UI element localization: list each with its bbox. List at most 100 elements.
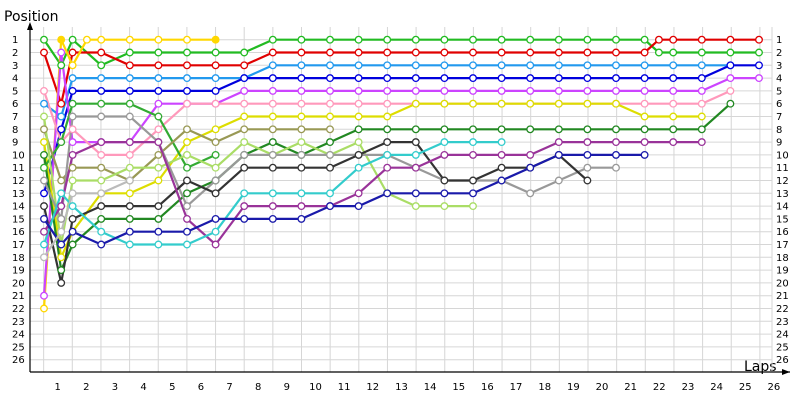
series-point — [183, 35, 191, 44]
series-point — [697, 48, 706, 57]
series-point — [125, 214, 134, 223]
series-point — [469, 74, 477, 83]
series-point — [383, 189, 392, 198]
series-point — [97, 240, 106, 249]
series-point — [68, 202, 77, 211]
series-point — [97, 61, 106, 70]
series-point — [326, 61, 334, 70]
series-point — [640, 35, 649, 44]
series-point — [326, 202, 334, 211]
series-point — [411, 202, 420, 211]
y-tick-label: 6 — [12, 99, 18, 110]
series-point — [57, 214, 66, 223]
series-point — [554, 74, 563, 83]
series-point — [154, 48, 163, 57]
series-point — [125, 189, 134, 198]
series-point — [211, 163, 220, 172]
y-tick-label: 20 — [12, 278, 25, 289]
series-point — [97, 214, 106, 223]
x-tick-label: 14 — [424, 382, 437, 393]
series-point — [383, 74, 392, 83]
series-point — [125, 138, 134, 147]
series-point — [497, 138, 506, 147]
series-point — [669, 61, 678, 70]
series-point — [57, 112, 66, 121]
series-point — [183, 240, 191, 249]
series-point — [40, 86, 48, 95]
series-point — [211, 150, 220, 159]
y-tick-label-right: 7 — [776, 112, 782, 123]
series-point — [57, 176, 66, 185]
series-point — [469, 99, 477, 108]
series-point — [354, 99, 363, 108]
y-tick-label-right: 17 — [776, 240, 789, 251]
series-point — [526, 189, 535, 198]
series-point — [68, 138, 77, 147]
series-point — [240, 99, 249, 108]
series-point — [554, 150, 563, 159]
series-point — [183, 86, 191, 95]
series-point — [469, 125, 477, 134]
x-tick-label: 17 — [510, 382, 523, 393]
series-point — [440, 150, 449, 159]
series-point — [154, 74, 163, 83]
series-point — [354, 189, 363, 198]
y-tick-label: 12 — [12, 176, 25, 187]
series-point — [469, 150, 477, 159]
series-point — [354, 112, 363, 121]
series-point — [326, 163, 334, 172]
series-point — [554, 86, 563, 95]
series-point — [726, 86, 735, 95]
series-point — [183, 48, 191, 57]
series-point — [57, 99, 66, 108]
series-point — [354, 202, 363, 211]
series-point — [526, 35, 535, 44]
series-point — [326, 189, 334, 198]
series-point — [40, 99, 48, 108]
y-tick-label: 16 — [12, 227, 25, 238]
series-point — [268, 189, 277, 198]
series-point — [640, 125, 649, 134]
y-axis-title: Position — [4, 9, 59, 25]
series-point — [612, 48, 620, 57]
series-point — [268, 150, 277, 159]
series-point — [383, 99, 392, 108]
series-point — [211, 99, 220, 108]
series-point — [669, 138, 678, 147]
series-point — [526, 163, 535, 172]
series-point — [612, 86, 620, 95]
x-tick-label: 22 — [653, 382, 666, 393]
series-point — [526, 99, 535, 108]
series-point — [697, 138, 706, 147]
series-point — [654, 48, 663, 57]
series-lines — [42, 38, 759, 309]
axes — [27, 22, 790, 375]
series-point — [268, 202, 277, 211]
x-tick-label: 11 — [338, 382, 351, 393]
series-point — [640, 61, 649, 70]
series-point — [354, 150, 363, 159]
series-point — [68, 189, 77, 198]
series-point — [297, 74, 306, 83]
x-tick-label: 6 — [198, 382, 204, 393]
series-point — [268, 99, 277, 108]
series-point — [354, 48, 363, 57]
series-point — [183, 214, 191, 223]
series-point — [268, 125, 277, 134]
series-point — [583, 176, 592, 185]
series-point — [211, 138, 220, 147]
series-point — [497, 86, 506, 95]
series-point — [640, 86, 649, 95]
series-point — [654, 35, 663, 44]
series-point — [125, 74, 134, 83]
series-point — [97, 74, 106, 83]
series-point — [726, 35, 735, 44]
series-point — [68, 99, 77, 108]
series-point — [40, 125, 48, 134]
y-tick-label-right: 1 — [776, 35, 782, 46]
series-point — [97, 176, 106, 185]
series-point — [554, 99, 563, 108]
x-tick-label: 7 — [226, 382, 232, 393]
series-point — [640, 99, 649, 108]
series-point — [326, 150, 334, 159]
